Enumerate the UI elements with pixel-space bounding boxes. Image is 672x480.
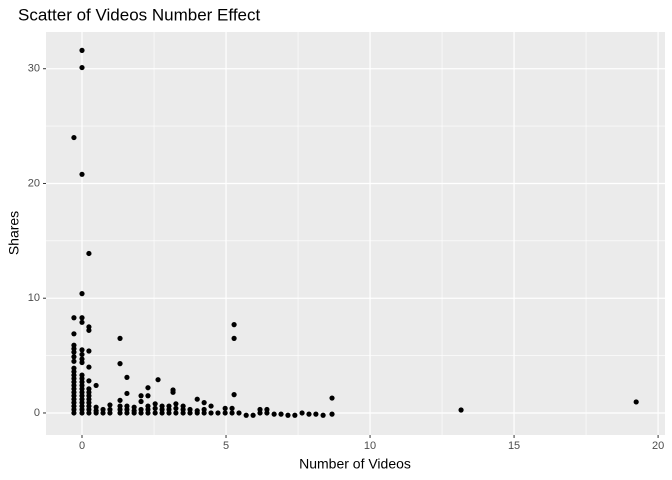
point: [229, 410, 235, 416]
point: [79, 171, 85, 177]
point: [152, 410, 158, 416]
point: [145, 403, 151, 409]
point: [71, 134, 77, 141]
point: [117, 361, 123, 367]
point: [155, 377, 161, 383]
point: [329, 395, 335, 401]
point: [79, 315, 85, 321]
point: [117, 403, 123, 409]
point: [124, 403, 130, 409]
point: [138, 406, 144, 413]
point: [208, 410, 214, 416]
point: [313, 411, 319, 417]
point: [117, 335, 123, 341]
point: [458, 407, 464, 413]
point: [79, 372, 85, 378]
x-tick-label: 15: [508, 440, 520, 452]
point: [229, 405, 235, 411]
point: [79, 356, 85, 362]
y-tick-label: 20: [28, 177, 40, 189]
point: [201, 406, 207, 413]
point: [71, 342, 77, 348]
x-tick-label: 20: [652, 440, 664, 452]
plot-panel: [46, 32, 665, 435]
point: [320, 412, 326, 418]
point: [107, 402, 113, 408]
point: [93, 382, 99, 389]
point: [194, 396, 200, 402]
point: [187, 406, 193, 413]
point: [208, 403, 214, 409]
point: [257, 406, 263, 413]
chart-title: Scatter of Videos Number Effect: [18, 5, 260, 24]
point: [79, 319, 85, 325]
x-axis-label: Number of Videos: [299, 456, 411, 472]
point: [86, 348, 92, 354]
point: [222, 410, 228, 416]
point: [79, 347, 85, 353]
point: [145, 393, 151, 399]
point: [138, 393, 144, 399]
point: [271, 411, 277, 417]
point: [243, 412, 249, 418]
point: [124, 374, 130, 380]
point: [152, 401, 158, 407]
point: [100, 406, 106, 413]
point: [79, 64, 85, 71]
point: [173, 410, 179, 416]
point: [264, 406, 270, 413]
point: [194, 408, 200, 414]
point: [152, 405, 158, 411]
point: [86, 364, 92, 370]
y-tick-label: 30: [28, 63, 40, 75]
x-tick-label: 10: [364, 440, 376, 452]
point: [93, 404, 99, 410]
point: [131, 404, 137, 410]
point: [231, 392, 237, 398]
y-axis-label: Shares: [6, 211, 22, 255]
point: [250, 412, 256, 418]
point: [124, 390, 130, 397]
point: [159, 403, 165, 409]
point: [71, 331, 77, 337]
point: [201, 400, 207, 406]
y-tick-label: 10: [28, 292, 40, 304]
point: [306, 411, 312, 417]
point: [173, 405, 179, 411]
point: [166, 403, 172, 409]
point: [231, 335, 237, 341]
point: [231, 322, 237, 328]
point: [170, 387, 176, 393]
point: [71, 354, 77, 360]
point: [138, 398, 144, 405]
point: [86, 324, 92, 330]
point: [86, 386, 92, 392]
point: [71, 358, 77, 364]
point: [117, 397, 123, 403]
point: [86, 378, 92, 384]
point: [285, 412, 291, 418]
point: [292, 412, 298, 418]
point: [71, 365, 77, 371]
point: [299, 410, 305, 416]
x-tick-label: 0: [79, 440, 85, 452]
point: [236, 410, 242, 416]
point: [180, 403, 186, 409]
point: [145, 385, 151, 391]
point: [215, 410, 221, 416]
point: [79, 47, 85, 53]
point: [107, 406, 113, 413]
point: [329, 411, 335, 417]
point: [278, 411, 284, 417]
x-tick-label: 5: [223, 440, 229, 452]
point: [633, 399, 639, 405]
point: [173, 401, 179, 407]
point: [86, 250, 92, 257]
point: [222, 405, 228, 411]
point: [79, 351, 85, 358]
point: [79, 291, 85, 297]
y-tick-label: 0: [34, 407, 40, 419]
point: [71, 315, 77, 321]
